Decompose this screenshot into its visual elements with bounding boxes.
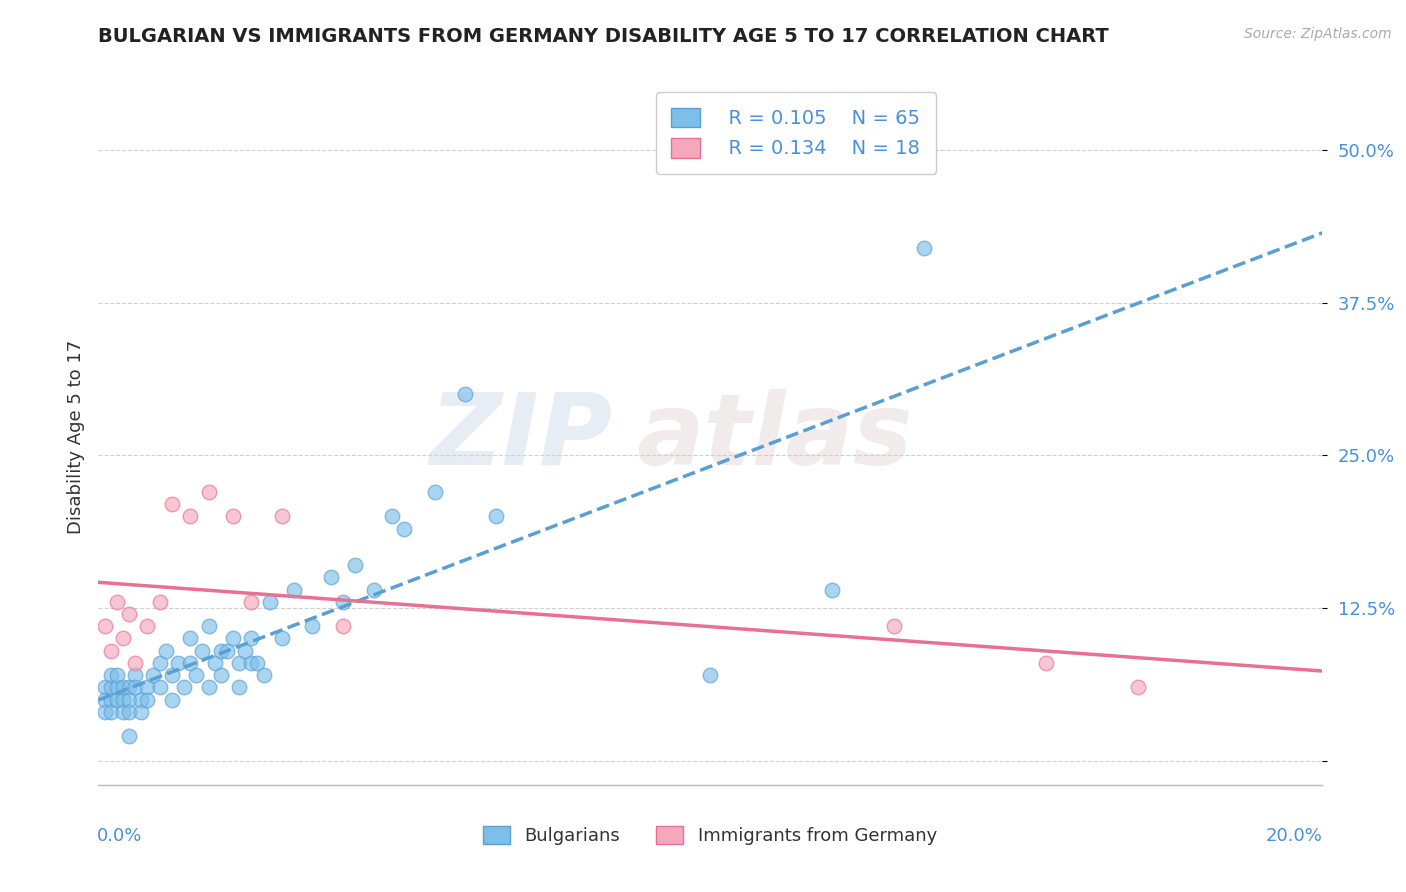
Point [485, 509, 508, 524]
Point [246, 656, 269, 670]
Point [423, 485, 446, 500]
Point [118, 705, 141, 719]
Point [344, 558, 367, 573]
Point [118, 681, 141, 695]
Point [111, 681, 134, 695]
Point [160, 497, 183, 511]
Point [155, 643, 177, 657]
Point [179, 656, 201, 670]
Point [392, 522, 416, 536]
Point [105, 692, 128, 706]
Point [160, 692, 183, 706]
Point [124, 668, 146, 682]
Point [100, 643, 122, 657]
Point [240, 656, 263, 670]
Point [111, 705, 134, 719]
Point [912, 241, 935, 255]
Point [93, 692, 115, 706]
Text: atlas: atlas [637, 389, 912, 485]
Legend: Bulgarians, Immigrants from Germany: Bulgarians, Immigrants from Germany [468, 811, 952, 859]
Point [149, 681, 172, 695]
Point [111, 692, 134, 706]
Point [1035, 656, 1057, 670]
Point [1128, 681, 1150, 695]
Point [179, 632, 201, 646]
Point [233, 643, 256, 657]
Point [160, 668, 183, 682]
Point [228, 681, 250, 695]
Point [454, 387, 477, 401]
Point [186, 668, 208, 682]
Point [240, 632, 263, 646]
Point [167, 656, 190, 670]
Point [270, 632, 292, 646]
Point [283, 582, 305, 597]
Text: Source: ZipAtlas.com: Source: ZipAtlas.com [1244, 27, 1392, 41]
Point [228, 656, 250, 670]
Point [363, 582, 385, 597]
Point [821, 582, 844, 597]
Point [149, 656, 172, 670]
Point [124, 656, 146, 670]
Point [209, 668, 232, 682]
Point [197, 681, 219, 695]
Point [222, 632, 245, 646]
Point [259, 595, 281, 609]
Point [93, 705, 115, 719]
Point [136, 619, 159, 633]
Point [197, 619, 219, 633]
Point [118, 729, 141, 743]
Point [136, 681, 159, 695]
Point [118, 607, 141, 621]
Point [93, 681, 115, 695]
Point [319, 570, 342, 584]
Point [332, 619, 354, 633]
Point [142, 668, 165, 682]
Point [215, 643, 238, 657]
Point [222, 509, 245, 524]
Point [105, 681, 128, 695]
Point [209, 643, 232, 657]
Point [129, 692, 152, 706]
Point [173, 681, 195, 695]
Point [100, 681, 122, 695]
Text: BULGARIAN VS IMMIGRANTS FROM GERMANY DISABILITY AGE 5 TO 17 CORRELATION CHART: BULGARIAN VS IMMIGRANTS FROM GERMANY DIS… [98, 27, 1109, 45]
Point [100, 668, 122, 682]
Point [100, 692, 122, 706]
Point [124, 681, 146, 695]
Point [381, 509, 404, 524]
Point [197, 485, 219, 500]
Point [118, 692, 141, 706]
Point [699, 668, 721, 682]
Point [883, 619, 905, 633]
Point [111, 632, 134, 646]
Point [105, 595, 128, 609]
Point [270, 509, 292, 524]
Point [332, 595, 354, 609]
Y-axis label: Disability Age 5 to 17: Disability Age 5 to 17 [66, 340, 84, 534]
Point [136, 692, 159, 706]
Text: ZIP: ZIP [429, 389, 612, 485]
Point [240, 595, 263, 609]
Point [100, 705, 122, 719]
Text: 0.0%: 0.0% [97, 827, 142, 845]
Point [301, 619, 323, 633]
Point [105, 668, 128, 682]
Point [191, 643, 214, 657]
Point [149, 595, 172, 609]
Point [204, 656, 226, 670]
Point [252, 668, 274, 682]
Point [93, 619, 115, 633]
Text: 20.0%: 20.0% [1265, 827, 1323, 845]
Point [129, 705, 152, 719]
Point [179, 509, 201, 524]
